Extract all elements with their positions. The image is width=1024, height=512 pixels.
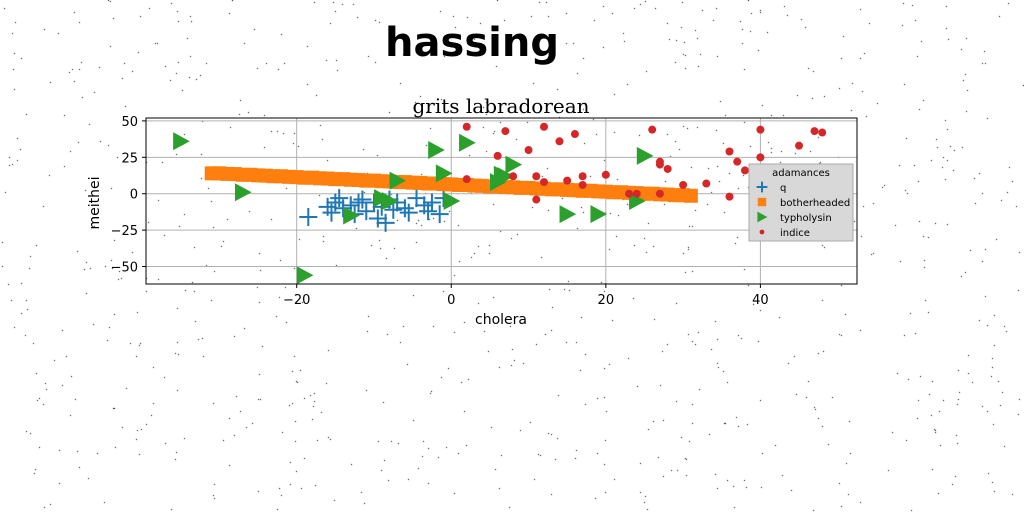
tick-layer: −20 0 20 40 −50 −25 0 25 50	[111, 115, 769, 308]
q-point	[330, 189, 349, 208]
x-axis-label: cholera	[475, 312, 527, 328]
indice-point	[679, 180, 688, 189]
q-point	[419, 202, 438, 221]
legend-label-indice: indice	[780, 228, 810, 239]
indice-point	[702, 179, 711, 188]
indice-point	[462, 175, 471, 184]
data-layer	[173, 122, 827, 285]
indice-point	[501, 127, 510, 136]
indice-point	[532, 195, 541, 204]
indice-point	[795, 141, 804, 150]
indice-point	[740, 166, 749, 175]
series-typholysin	[173, 132, 654, 285]
typholysin-point	[443, 192, 461, 210]
q-point	[407, 189, 426, 208]
indice-point	[462, 122, 471, 131]
indice-point	[540, 122, 549, 131]
legend-marker-botherheaded	[757, 197, 767, 207]
indice-point	[810, 127, 819, 136]
indice-point	[655, 189, 664, 198]
legend-box	[748, 163, 854, 242]
q-point	[299, 208, 318, 227]
y-tick-label: −25	[111, 224, 138, 239]
indice-point	[578, 172, 587, 181]
indice-point	[493, 151, 502, 160]
typholysin-point	[381, 192, 399, 210]
typholysin-point	[459, 133, 476, 152]
typholysin-point	[173, 132, 190, 151]
q-point	[395, 199, 414, 218]
typholysin-point	[389, 171, 407, 190]
x-tick-label: −20	[283, 293, 310, 308]
x-tick-label: 40	[752, 293, 769, 308]
q-point	[376, 213, 395, 232]
q-point	[422, 193, 441, 212]
indice-point	[509, 172, 518, 181]
indice-point	[648, 125, 657, 134]
typholysin-point	[435, 164, 453, 183]
legend-title: adamances	[772, 168, 830, 179]
y-tick-label: 25	[121, 151, 138, 166]
indice-point	[756, 153, 765, 162]
indice-point	[725, 192, 734, 201]
botherheaded-point	[683, 188, 698, 203]
indice-point	[524, 146, 533, 155]
legend-marker-indice	[759, 229, 765, 235]
indice-point	[578, 180, 587, 189]
legend-marker-typholysin	[757, 211, 768, 223]
typholysin-point	[636, 146, 654, 165]
indice-point	[532, 172, 541, 181]
series-q	[299, 189, 453, 232]
legend: adamances q botherheaded typholysin indice	[748, 163, 854, 242]
x-tick-label: 0	[447, 293, 455, 308]
q-point	[322, 203, 341, 222]
y-axis-label: meithei	[87, 176, 103, 229]
indice-point	[570, 130, 579, 139]
typholysin-point	[343, 206, 360, 225]
typholysin-point	[234, 183, 252, 202]
indice-point	[555, 137, 564, 146]
q-point	[430, 205, 449, 224]
typholysin-point	[629, 192, 646, 210]
q-point	[399, 203, 418, 222]
q-point	[368, 209, 387, 228]
legend-label-typholysin: typholysin	[780, 213, 832, 224]
indice-point	[725, 147, 734, 156]
chart-title: grits labradorean	[412, 94, 589, 118]
figure-title: hassing	[385, 20, 559, 66]
indice-point	[540, 178, 549, 187]
typholysin-point	[505, 155, 523, 174]
legend-marker-q	[756, 181, 768, 193]
y-tick-label: −50	[111, 261, 138, 276]
typholysin-point	[497, 167, 515, 186]
legend-label-botherheaded: botherheaded	[780, 198, 850, 209]
indice-point	[563, 176, 572, 185]
q-point	[357, 202, 376, 221]
indice-point	[818, 128, 827, 137]
typholysin-point	[590, 205, 608, 224]
indice-point	[756, 125, 765, 134]
q-point	[353, 190, 372, 209]
legend-label-q: q	[780, 183, 786, 194]
x-tick-label: 20	[598, 293, 615, 308]
typholysin-point	[296, 266, 314, 285]
axes-frame	[145, 117, 858, 285]
indice-point	[601, 170, 610, 179]
y-tick-label: 50	[121, 115, 138, 130]
indice-point	[663, 164, 672, 173]
indice-point	[733, 157, 742, 166]
y-tick-label: 0	[130, 188, 138, 203]
indice-point	[655, 160, 664, 169]
typholysin-point	[559, 205, 577, 224]
q-point	[334, 199, 353, 218]
typholysin-point	[428, 141, 445, 160]
q-point	[349, 193, 368, 212]
indice-point	[625, 189, 634, 198]
indice-point	[632, 189, 641, 198]
